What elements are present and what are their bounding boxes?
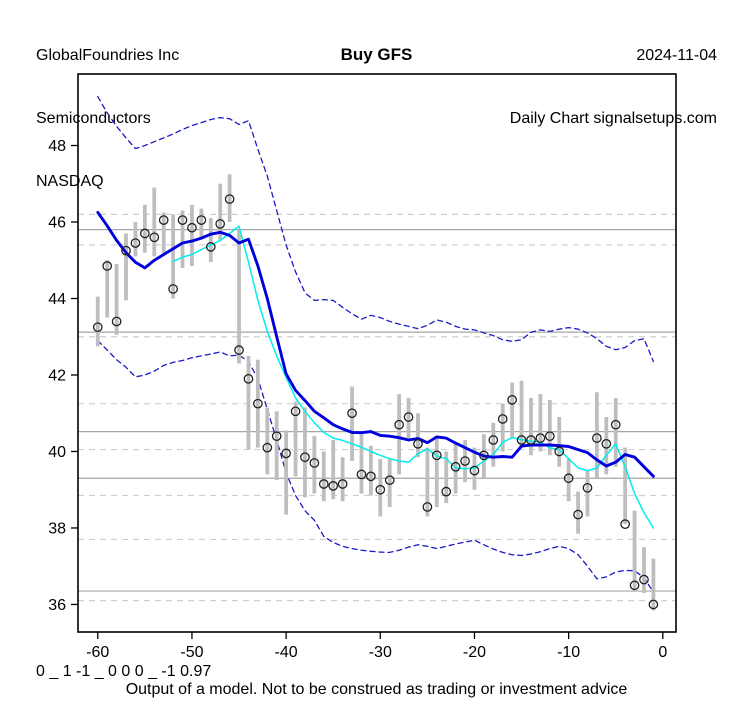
sector-name: Semiconductors — [36, 110, 151, 127]
close-marker — [309, 458, 320, 468]
close-marker — [610, 419, 621, 430]
plot-frame — [77, 73, 677, 633]
close-marker — [215, 219, 226, 229]
chart-label: Daily Chart signalsetups.com — [509, 110, 717, 127]
close-marker — [366, 471, 376, 482]
x-tick-label: -50 — [180, 644, 203, 661]
close-marker — [337, 479, 348, 489]
close-marker — [102, 261, 113, 271]
close-marker — [544, 431, 555, 442]
close-marker — [592, 433, 602, 443]
upper-band-line — [97, 95, 655, 363]
model-output-values: 0 _ 1 -1 _ 0 0 0 _ -1 0.97 — [36, 663, 212, 680]
close-marker — [243, 373, 254, 384]
close-marker — [441, 486, 452, 497]
close-marker — [620, 519, 630, 529]
close-marker — [356, 469, 367, 480]
close-marker — [431, 450, 442, 461]
y-tick-label: 42 — [48, 367, 66, 384]
close-marker — [234, 345, 244, 355]
close-marker — [177, 215, 188, 225]
close-marker — [375, 484, 386, 495]
close-marker — [205, 242, 216, 252]
close-marker — [460, 456, 470, 466]
price-bars — [95, 174, 656, 611]
close-marker — [479, 450, 489, 461]
close-marker — [253, 398, 263, 409]
lower-band-line — [97, 339, 655, 593]
close-marker — [535, 433, 546, 443]
close-marker — [497, 414, 508, 424]
close-marker — [629, 580, 640, 591]
company-name: GlobalFoundries Inc — [36, 47, 180, 64]
close-marker — [149, 232, 160, 243]
x-tick-label: -20 — [463, 644, 486, 661]
close-marker — [121, 245, 131, 256]
close-markers — [92, 194, 659, 610]
close-marker — [92, 322, 103, 333]
close-marker — [300, 452, 310, 463]
close-marker — [130, 238, 141, 248]
header-left: GlobalFoundries Inc Semiconductors NASDA… — [36, 3, 179, 234]
close-marker — [111, 316, 122, 327]
close-marker — [563, 473, 574, 484]
close-marker — [347, 408, 357, 419]
close-marker — [516, 435, 527, 445]
close-marker — [168, 284, 178, 294]
close-marker — [554, 446, 565, 457]
close-marker — [290, 406, 301, 417]
close-marker — [384, 475, 395, 486]
close-marker — [187, 222, 197, 233]
support-levels-dashed — [78, 213, 676, 602]
close-marker — [140, 228, 150, 239]
close-marker — [262, 442, 273, 453]
fast-ma-line — [172, 225, 655, 529]
close-marker — [224, 194, 235, 204]
x-tick-label: -40 — [275, 644, 298, 661]
x-tick-label: 0 — [658, 644, 667, 661]
close-marker — [601, 438, 612, 449]
x-tick-label: -30 — [369, 644, 392, 661]
close-marker — [573, 509, 583, 520]
close-marker — [318, 479, 329, 489]
y-tick-label: 38 — [48, 520, 66, 537]
y-tick-label: 40 — [48, 444, 66, 461]
close-marker — [158, 215, 169, 225]
exchange-name: NASDAQ — [36, 173, 104, 190]
close-marker — [403, 412, 414, 422]
close-marker — [394, 419, 404, 430]
slow-ma-line — [96, 210, 655, 478]
y-tick-label: 48 — [48, 138, 66, 155]
close-marker — [526, 435, 536, 445]
header-right: 2024-11-04 Daily Chart signalsetups.com — [510, 3, 717, 171]
chart-date: 2024-11-04 — [636, 47, 717, 64]
y-tick-label: 46 — [48, 215, 66, 232]
disclaimer-text: Output of a model. Not to be construed a… — [125, 681, 628, 698]
signal-title: Buy GFS — [340, 45, 413, 64]
y-tick-label: 44 — [48, 291, 66, 308]
y-axis: 36 38 40 42 44 46 48 — [48, 138, 78, 614]
close-marker — [469, 465, 480, 476]
close-marker — [639, 574, 649, 585]
support-levels-solid — [78, 229, 676, 592]
close-marker — [450, 461, 461, 472]
close-marker — [422, 502, 433, 512]
x-axis: -60 -50 -40 -30 -20 -10 0 — [86, 632, 667, 661]
close-marker — [507, 395, 517, 405]
y-tick-label: 36 — [48, 597, 66, 614]
close-marker — [648, 599, 659, 610]
x-tick-label: -60 — [86, 644, 109, 661]
close-marker — [413, 438, 423, 449]
close-marker — [582, 482, 593, 493]
close-marker — [196, 215, 207, 225]
x-tick-label: -10 — [557, 644, 580, 661]
close-marker — [281, 448, 291, 459]
close-marker — [271, 431, 282, 442]
close-marker — [488, 435, 499, 445]
close-marker — [328, 481, 339, 491]
